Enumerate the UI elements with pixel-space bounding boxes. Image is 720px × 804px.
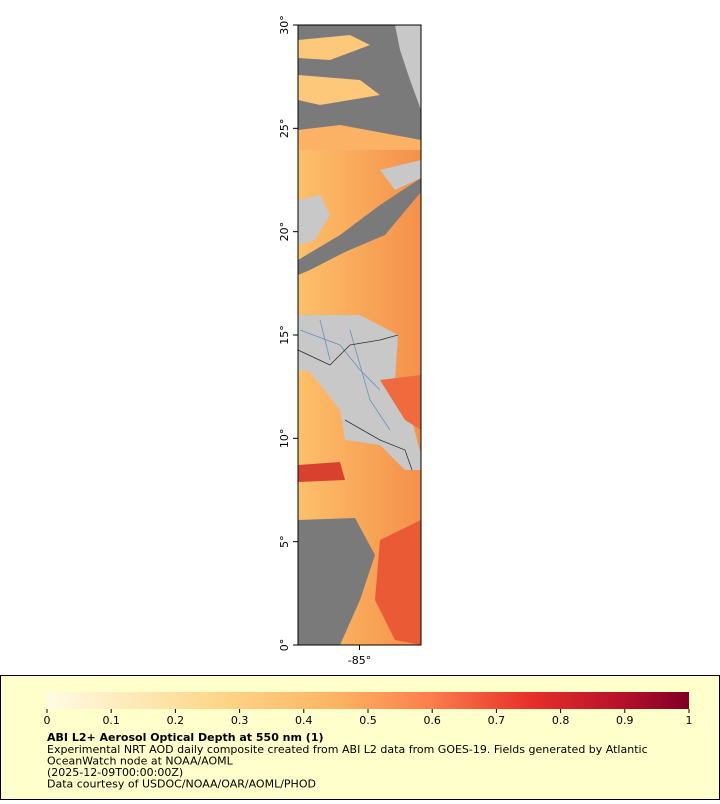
colorbar-tick-label: 0.9 bbox=[616, 714, 634, 727]
legend-text: Experimental NRT AOD daily composite cre… bbox=[47, 743, 648, 791]
colorbar-tick-label: 0.3 bbox=[231, 714, 249, 727]
map-image bbox=[298, 25, 421, 645]
lat-tick-label: 25° bbox=[278, 119, 291, 139]
colorbar-tick-label: 0.7 bbox=[488, 714, 506, 727]
lat-tick-label: 20° bbox=[278, 222, 291, 242]
colorbar-tick-label: 0.2 bbox=[167, 714, 185, 727]
colorbar-tick-label: 0.5 bbox=[359, 714, 377, 727]
axes: 0° 5° 10° 15° 20° 25° 30° -85° bbox=[278, 15, 371, 667]
legend-line: OceanWatch node at NOAA/AOML bbox=[47, 755, 234, 768]
legend-line: Experimental NRT AOD daily composite cre… bbox=[47, 743, 648, 756]
colorbar-tick-label: 0.6 bbox=[423, 714, 441, 727]
colorbar-tick-label: 0.8 bbox=[552, 714, 570, 727]
lat-tick-label: 5° bbox=[278, 535, 291, 548]
legend-title: ABI L2+ Aerosol Optical Depth at 550 nm … bbox=[47, 731, 324, 744]
lat-tick-label: 10° bbox=[278, 429, 291, 449]
colorbar bbox=[47, 692, 689, 709]
lat-tick-label: 0° bbox=[278, 639, 291, 652]
legend-line: (2025-12-09T00:00:00Z) bbox=[47, 766, 183, 779]
colorbar-tick-label: 0.1 bbox=[102, 714, 120, 727]
colorbar-tick-label: 1 bbox=[686, 714, 693, 727]
lat-tick-label: 15° bbox=[278, 325, 291, 345]
lat-tick-label: 30° bbox=[278, 15, 291, 35]
legend-line: Data courtesy of USDOC/NOAA/OAR/AOML/PHO… bbox=[47, 778, 316, 791]
colorbar-tick-label: 0.4 bbox=[295, 714, 313, 727]
colorbar-tick-label: 0 bbox=[44, 714, 51, 727]
lon-tick-label: -85° bbox=[348, 654, 371, 667]
